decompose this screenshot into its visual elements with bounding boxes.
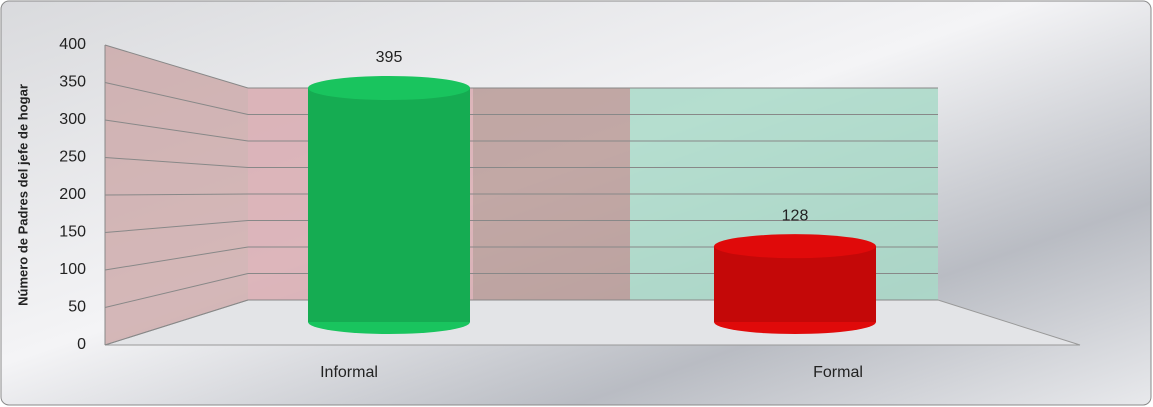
bar bbox=[308, 88, 470, 322]
bar-top bbox=[714, 234, 876, 259]
y-tick-label: 350 bbox=[59, 74, 86, 91]
data-label: 128 bbox=[782, 207, 809, 224]
grid-line bbox=[104, 246, 249, 271]
y-tick-label: 400 bbox=[59, 36, 86, 53]
y-tick-label: 100 bbox=[59, 261, 86, 278]
y-tick-label: 200 bbox=[59, 186, 86, 203]
y-tick-label: 0 bbox=[77, 336, 86, 353]
bar-shade bbox=[308, 88, 470, 322]
grid-line bbox=[104, 220, 249, 233]
y-tick-label: 250 bbox=[59, 149, 86, 166]
bar bbox=[714, 246, 876, 322]
grid-line bbox=[104, 299, 249, 346]
grid-line bbox=[104, 193, 249, 196]
y-tick-label: 150 bbox=[59, 224, 86, 241]
y-axis-label: Número de Padres del jefe de hogar bbox=[15, 84, 30, 306]
data-label: 395 bbox=[376, 49, 403, 66]
y-tick-label: 50 bbox=[68, 299, 86, 316]
x-tick-label: Formal bbox=[813, 364, 863, 381]
grid-line bbox=[104, 119, 249, 142]
grid-line bbox=[104, 157, 249, 168]
floor bbox=[104, 299, 1081, 346]
grid-line bbox=[104, 44, 249, 89]
y-tick-label: 300 bbox=[59, 111, 86, 128]
x-tick-label: Informal bbox=[320, 364, 378, 381]
grid-line bbox=[104, 82, 249, 115]
grid-line bbox=[104, 273, 249, 308]
bar-top bbox=[308, 76, 470, 100]
bar-shade bbox=[714, 246, 876, 322]
